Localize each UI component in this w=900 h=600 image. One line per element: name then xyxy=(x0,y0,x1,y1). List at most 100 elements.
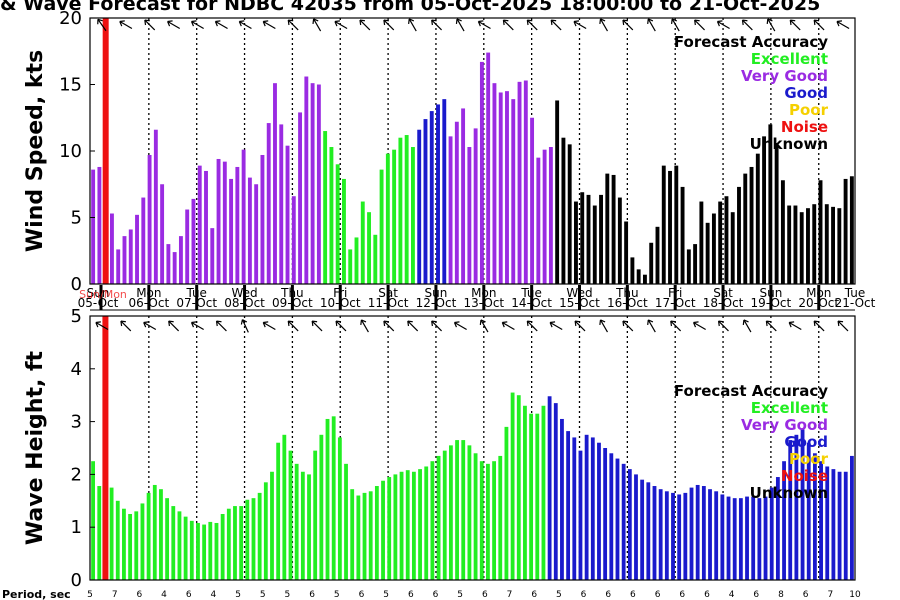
data-bar xyxy=(147,154,152,284)
arrow-shaft xyxy=(287,19,299,31)
data-bar xyxy=(849,176,854,284)
data-bar xyxy=(116,249,121,284)
data-bar xyxy=(285,145,290,284)
direction-arrow xyxy=(716,20,730,30)
data-bar xyxy=(541,405,546,580)
data-bar xyxy=(360,201,365,284)
data-bar xyxy=(325,418,330,580)
data-bar xyxy=(350,489,355,580)
data-bar xyxy=(91,169,96,284)
data-bar xyxy=(671,492,675,580)
y-tick-label: 2 xyxy=(71,464,82,485)
direction-arrow xyxy=(455,18,465,32)
data-bar xyxy=(220,514,225,580)
data-bar xyxy=(516,395,521,580)
arrow-shaft xyxy=(718,320,729,332)
midnight-marker xyxy=(482,285,486,310)
direction-arrow xyxy=(407,320,419,332)
midnight-marker xyxy=(243,285,247,310)
data-bar xyxy=(208,521,213,580)
period-tick: 5 xyxy=(235,590,241,600)
arrow-shaft xyxy=(287,320,299,332)
chart-title: & Wave Forecast for NDBC 42035 from 05-O… xyxy=(0,0,820,15)
arrow-shaft xyxy=(743,319,752,333)
arrow-head xyxy=(311,320,318,327)
arrow-shaft xyxy=(262,321,276,331)
period-tick: 6 xyxy=(136,590,142,600)
arrow-head xyxy=(477,20,484,27)
arrow-head xyxy=(168,320,174,327)
day-name-label: Tue xyxy=(844,286,866,300)
wind-speed-y-axis-label: Wind Speed, kts xyxy=(23,50,48,252)
arrow-head xyxy=(95,321,101,328)
data-bar xyxy=(191,198,196,284)
data-bar xyxy=(448,445,453,580)
data-bar xyxy=(122,508,126,580)
data-bar xyxy=(597,442,601,580)
data-bar xyxy=(479,461,484,580)
date-label: 20-Oct xyxy=(798,296,839,310)
data-bar xyxy=(294,463,299,580)
data-bar xyxy=(561,137,566,284)
data-bar xyxy=(467,147,472,284)
data-bar xyxy=(745,496,749,580)
sun-mon-overlay: Sun/Mon xyxy=(79,288,127,301)
direction-arrow xyxy=(453,321,467,331)
arrow-shaft xyxy=(431,320,443,332)
data-bar xyxy=(455,440,459,580)
data-bar xyxy=(769,487,774,580)
data-bar xyxy=(492,83,497,284)
data-bar xyxy=(498,92,503,284)
arrow-head xyxy=(312,18,319,24)
arrow-shaft xyxy=(95,321,109,331)
arrow-head xyxy=(240,319,248,325)
data-bar xyxy=(530,117,535,284)
day-name-label: Sun xyxy=(759,286,782,300)
data-bar xyxy=(160,184,165,284)
period-axis-label: Period, sec xyxy=(2,588,71,600)
day-name-label: Wed xyxy=(231,286,257,300)
direction-arrow xyxy=(431,320,443,332)
data-bar xyxy=(701,486,706,580)
period-tick: 8 xyxy=(778,590,784,600)
data-bar xyxy=(185,209,190,284)
data-bar xyxy=(686,249,691,284)
date-label: 17-Oct xyxy=(655,296,696,310)
wind-speed-y-ticks: 0 5 10 15 20 xyxy=(59,8,95,295)
arrow-shaft xyxy=(335,320,347,332)
arrow-head xyxy=(455,18,462,24)
period-tick: 7 xyxy=(112,590,118,600)
direction-arrow xyxy=(262,321,276,331)
direction-arrow xyxy=(622,320,634,332)
data-bar xyxy=(664,491,669,580)
direction-arrow xyxy=(168,320,180,332)
data-bar xyxy=(819,461,823,580)
data-bar xyxy=(580,192,585,284)
midnight-marker xyxy=(195,285,199,310)
data-bar xyxy=(329,147,334,284)
direction-arrow xyxy=(215,320,227,332)
arrow-shaft xyxy=(454,321,467,331)
arrow-head xyxy=(741,19,748,26)
arrow-shaft xyxy=(647,18,656,32)
direction-arrow xyxy=(599,18,608,32)
midnight-marker xyxy=(721,285,725,310)
noise-bar xyxy=(102,316,109,580)
data-bar xyxy=(775,477,780,580)
arrow-shaft xyxy=(526,19,538,31)
wave-height-bars xyxy=(91,316,854,580)
direction-arrow xyxy=(335,320,347,332)
data-bar xyxy=(128,514,133,580)
data-bar xyxy=(461,108,466,284)
data-bar xyxy=(165,498,170,580)
direction-arrow xyxy=(143,321,157,331)
direction-arrow xyxy=(287,320,299,332)
data-bar xyxy=(755,153,760,284)
arrow-head xyxy=(813,320,820,327)
data-bar xyxy=(373,234,378,284)
arrow-head xyxy=(647,319,654,325)
date-label: 19-Oct xyxy=(751,296,792,310)
arrow-shaft xyxy=(119,20,133,30)
data-bar xyxy=(680,186,685,284)
data-bar xyxy=(202,524,207,580)
